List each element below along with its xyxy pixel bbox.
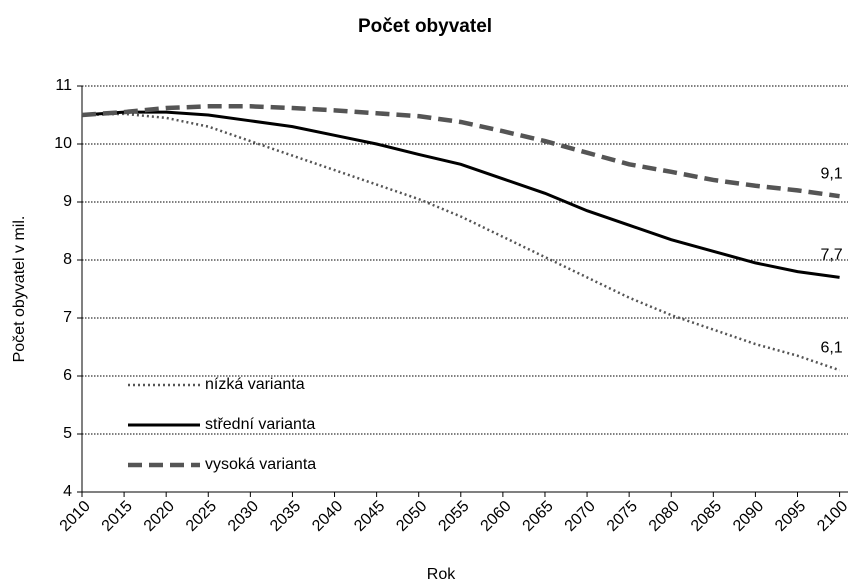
legend-label: střední varianta xyxy=(205,416,315,433)
value-label: 6,1 xyxy=(820,339,842,356)
y-tick-label: 7 xyxy=(63,309,72,326)
y-tick-label: 9 xyxy=(63,193,72,210)
legend-label: nízká varianta xyxy=(205,376,305,393)
x-axis-label: Rok xyxy=(427,566,456,583)
x-tick-label: 2025 xyxy=(183,498,220,535)
x-tick-label: 2035 xyxy=(267,498,304,535)
x-tick-label: 2070 xyxy=(562,498,599,535)
y-tick-label: 4 xyxy=(63,483,72,500)
x-tick-label: 2020 xyxy=(141,498,178,535)
y-tick-label: 11 xyxy=(55,77,72,94)
x-tick-label: 2085 xyxy=(688,498,725,535)
series-line xyxy=(81,112,840,372)
x-tick-label: 2095 xyxy=(772,498,809,535)
y-tick-label: 10 xyxy=(54,135,72,152)
value-label: 7,7 xyxy=(820,247,842,264)
x-tick-label: 2075 xyxy=(604,498,641,535)
x-tick-label: 2065 xyxy=(520,498,557,535)
y-tick-label: 8 xyxy=(63,251,72,268)
x-tick-label: 2050 xyxy=(393,498,430,535)
y-tick-label: 6 xyxy=(63,367,72,384)
x-tick-label: 2060 xyxy=(478,498,515,535)
series-line xyxy=(81,110,840,279)
x-tick-label: 2045 xyxy=(351,498,388,535)
x-tick-label: 2030 xyxy=(225,498,262,535)
legend-label: vysoká varianta xyxy=(205,456,316,473)
x-tick-label: 2055 xyxy=(435,498,472,535)
x-tick-label: 2090 xyxy=(730,498,767,535)
x-tick-label: 2015 xyxy=(99,498,136,535)
series-line xyxy=(81,104,840,199)
x-tick-label: 2100 xyxy=(814,498,851,535)
chart-title: Počet obyvatel xyxy=(358,16,492,37)
y-tick-label: 5 xyxy=(63,425,72,442)
x-tick-label: 2080 xyxy=(646,498,683,535)
value-label: 9,1 xyxy=(820,165,842,182)
x-tick-label: 2010 xyxy=(57,498,94,535)
y-axis-label: Počet obyvatel v mil. xyxy=(11,216,28,363)
x-tick-label: 2040 xyxy=(309,498,346,535)
